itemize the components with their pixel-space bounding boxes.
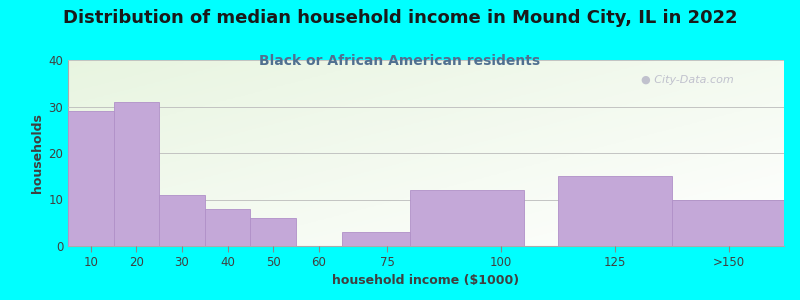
Bar bbox=[410, 190, 524, 246]
Text: ● City-Data.com: ● City-Data.com bbox=[641, 75, 734, 85]
Bar bbox=[672, 200, 786, 246]
Bar bbox=[558, 176, 672, 246]
Bar bbox=[68, 111, 114, 246]
Y-axis label: households: households bbox=[31, 113, 44, 193]
X-axis label: household income ($1000): household income ($1000) bbox=[333, 274, 519, 286]
Text: Distribution of median household income in Mound City, IL in 2022: Distribution of median household income … bbox=[62, 9, 738, 27]
Text: Black or African American residents: Black or African American residents bbox=[259, 54, 541, 68]
Bar bbox=[114, 102, 159, 246]
Bar bbox=[205, 209, 250, 246]
Bar bbox=[342, 232, 410, 246]
Bar bbox=[159, 195, 205, 246]
Bar bbox=[250, 218, 296, 246]
